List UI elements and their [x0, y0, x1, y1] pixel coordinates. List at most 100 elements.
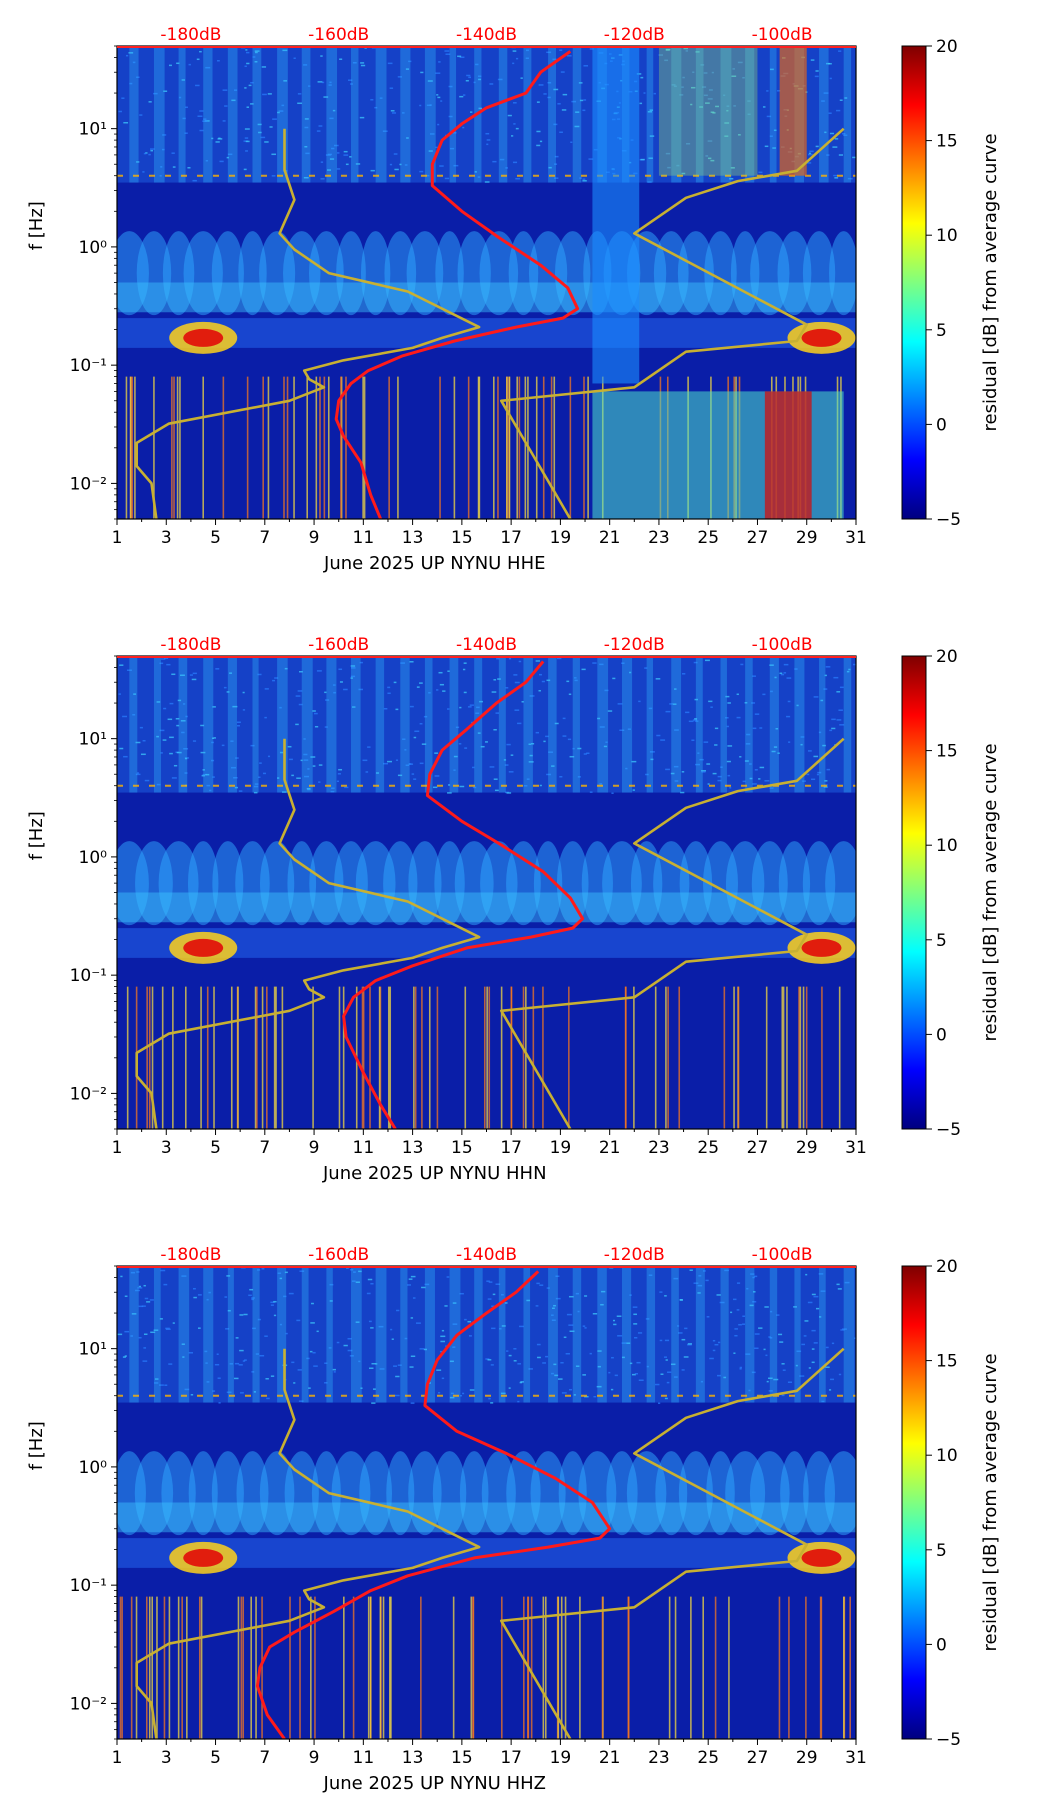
x-tick-label: 27	[747, 528, 769, 548]
spectrogram-image	[117, 46, 856, 519]
colorbar-tick-label: 10	[936, 226, 958, 246]
db-scale-label: -180dB	[160, 635, 221, 655]
colorbar-label: residual [dB] from average curve	[980, 1353, 1001, 1651]
x-tick-label: 17	[500, 528, 522, 548]
db-scale-label: -120dB	[604, 1245, 665, 1265]
y-tick-label: 10⁻¹	[70, 966, 107, 986]
colorbar-tick-label: 15	[936, 1352, 958, 1372]
x-tick-label: 21	[599, 1748, 621, 1768]
x-tick-label: 15	[451, 528, 473, 548]
colorbar-tick-label: 0	[936, 1025, 947, 1045]
colorbar-label: residual [dB] from average curve	[980, 743, 1001, 1041]
colorbar-tick-label: −5	[936, 510, 961, 530]
median-psd-curve	[342, 660, 585, 1129]
db-scale-label: -100dB	[752, 635, 813, 655]
x-axis-label: June 2025 UP NYNU HHE	[323, 553, 545, 574]
noise-model-curve	[135, 1347, 845, 1739]
panel-2: 1 3 5 7 9 11 13 15 17 19 21 23 25 27 29 3110⁻²10⁻¹10⁰10…	[26, 635, 1001, 1184]
x-tick-label: 19	[550, 1138, 572, 1158]
x-axis-label: June 2025 UP NYNU HHZ	[323, 1773, 546, 1794]
x-tick-label: 27	[747, 1748, 769, 1768]
db-scale-label: -140dB	[456, 25, 517, 45]
panel-3: 1 3 5 7 9 11 13 15 17 19 21 23 25 27 29 3110⁻²10⁻¹10⁰10…	[26, 1245, 1001, 1794]
x-tick-label: 19	[550, 528, 572, 548]
db-scale-label: -180dB	[160, 1245, 221, 1265]
x-tick-label: 31	[845, 528, 867, 548]
x-tick-label: 9	[309, 1138, 320, 1158]
x-tick-label: 7	[259, 528, 270, 548]
db-scale-label: -140dB	[456, 635, 517, 655]
y-tick-label: 10⁰	[79, 1458, 108, 1478]
x-tick-label: 31	[845, 1748, 867, 1768]
y-axis-label: f [Hz]	[26, 811, 47, 860]
x-tick-label: 11	[353, 1138, 375, 1158]
x-tick-label: 29	[796, 528, 818, 548]
noise-model-curve	[135, 737, 845, 1129]
y-axis-label: f [Hz]	[26, 1421, 47, 1470]
colorbar-tick-label: 20	[936, 1257, 958, 1277]
colorbar-tick-label: 5	[936, 321, 947, 341]
colorbar: −5 0 5 10 15 20 residual [dB] from average cur…	[901, 1257, 1001, 1750]
spectrogram-image	[117, 1266, 856, 1739]
x-tick-label: 11	[353, 1748, 375, 1768]
colorbar-tick-label: 10	[936, 1446, 958, 1466]
x-tick-label: 1	[112, 1748, 123, 1768]
x-tick-label: 5	[210, 1748, 221, 1768]
x-tick-label: 31	[845, 1138, 867, 1158]
x-tick-label: 21	[599, 528, 621, 548]
x-tick-label: 9	[309, 1748, 320, 1768]
x-tick-label: 15	[451, 1138, 473, 1158]
median-psd-curve	[255, 1270, 612, 1739]
x-tick-label: 21	[599, 1138, 621, 1158]
db-scale-label: -120dB	[604, 25, 665, 45]
x-tick-label: 3	[161, 528, 172, 548]
colorbar-tick-label: 5	[936, 931, 947, 951]
panel-1: 1 3 5 7 9 11 13 15 17 19 21 23 25 27 29 3110⁻²10⁻¹10⁰10…	[26, 25, 1001, 574]
y-tick-label: 10⁰	[79, 238, 108, 258]
colorbar-tick-label: 20	[936, 647, 958, 667]
db-scale-label: -160dB	[308, 635, 369, 655]
db-scale-label: -180dB	[160, 25, 221, 45]
x-tick-label: 5	[210, 528, 221, 548]
x-tick-label: 9	[309, 528, 320, 548]
colorbar-label: residual [dB] from average curve	[980, 133, 1001, 431]
colorbar-tick-label: −5	[936, 1730, 961, 1750]
x-tick-label: 27	[747, 1138, 769, 1158]
x-tick-label: 3	[161, 1138, 172, 1158]
y-tick-label: 10⁻¹	[70, 1576, 107, 1596]
x-tick-label: 17	[500, 1138, 522, 1158]
db-scale-label: -140dB	[456, 1245, 517, 1265]
colorbar-tick-label: 5	[936, 1541, 947, 1561]
x-tick-label: 15	[451, 1748, 473, 1768]
x-tick-label: 29	[796, 1748, 818, 1768]
x-tick-label: 17	[500, 1748, 522, 1768]
x-tick-label: 25	[697, 1748, 719, 1768]
db-scale-label: -160dB	[308, 1245, 369, 1265]
y-tick-label: 10⁻²	[70, 1694, 107, 1714]
y-tick-label: 10⁻²	[70, 474, 107, 494]
spectrogram-image	[117, 656, 856, 1129]
y-tick-label: 10¹	[79, 730, 107, 750]
colorbar-tick-label: 15	[936, 132, 958, 152]
x-tick-label: 13	[402, 1138, 424, 1158]
db-scale-label: -100dB	[752, 25, 813, 45]
x-tick-label: 5	[210, 1138, 221, 1158]
x-tick-label: 23	[648, 1748, 670, 1768]
x-tick-label: 25	[697, 528, 719, 548]
x-tick-label: 1	[112, 528, 123, 548]
y-tick-label: 10¹	[79, 1340, 107, 1360]
colorbar: −5 0 5 10 15 20 residual [dB] from average cur…	[901, 647, 1001, 1140]
x-tick-label: 25	[697, 1138, 719, 1158]
x-tick-label: 1	[112, 1138, 123, 1158]
noise-model-curve	[135, 127, 845, 519]
x-tick-label: 13	[402, 1748, 424, 1768]
x-tick-label: 7	[259, 1748, 270, 1768]
y-tick-label: 10⁰	[79, 848, 108, 868]
db-scale-label: -100dB	[752, 1245, 813, 1265]
x-tick-label: 23	[648, 528, 670, 548]
colorbar: −5 0 5 10 15 20 residual [dB] from average cur…	[901, 37, 1001, 530]
db-scale-label: -120dB	[604, 635, 665, 655]
y-tick-label: 10⁻¹	[70, 356, 107, 376]
colorbar-tick-label: 10	[936, 836, 958, 856]
